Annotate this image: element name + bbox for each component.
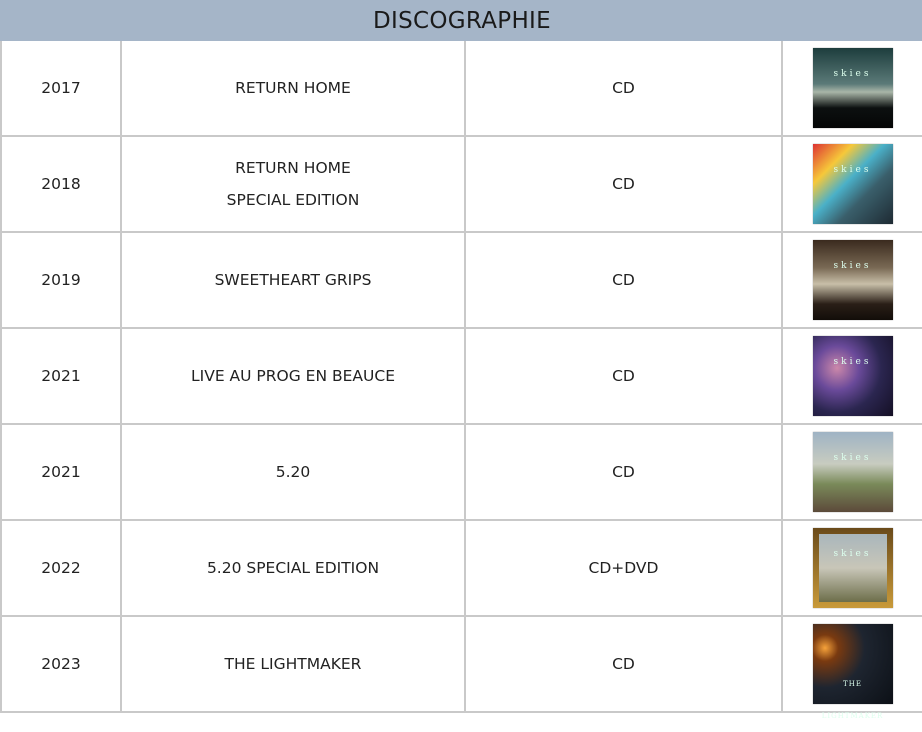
cover-text: skies: [833, 357, 872, 367]
album-cover-image[interactable]: skies: [812, 528, 893, 608]
album-title-cell: 5.20: [120, 423, 466, 521]
cover-cell: skies: [780, 327, 922, 425]
year-cell: 2021: [0, 327, 122, 425]
album-title-line: THE LIGHTMAKER: [224, 655, 362, 673]
album-title-line: SPECIAL EDITION: [226, 191, 360, 209]
album-title-cell: LIVE AU PROG EN BEAUCE: [120, 327, 466, 425]
year-cell: 2022: [0, 519, 122, 617]
cover-text: skies: [833, 549, 872, 559]
cover-text: THE LIGHTMAKER: [821, 680, 884, 720]
album-title-cell: THE LIGHTMAKER: [120, 615, 466, 713]
album-cover-image[interactable]: skies: [812, 240, 893, 320]
album-title-cell: SWEETHEART GRIPS: [120, 231, 466, 329]
cover-cell: skies: [780, 231, 922, 329]
table-row: 2018 RETURN HOME SPECIAL EDITION CD skies: [0, 135, 922, 233]
album-title-cell: 5.20 SPECIAL EDITION: [120, 519, 466, 617]
album-cover-image[interactable]: skies: [812, 144, 893, 224]
table-row: 2019 SWEETHEART GRIPS CD skies: [0, 231, 922, 329]
cover-text: skies: [833, 165, 872, 175]
year-cell: 2021: [0, 423, 122, 521]
album-title-line: 5.20 SPECIAL EDITION: [206, 559, 380, 577]
album-title-cell: RETURN HOME SPECIAL EDITION: [120, 135, 466, 233]
album-cover-image[interactable]: skies: [812, 48, 893, 128]
cover-cell: skies: [780, 519, 922, 617]
table-row: 2023 THE LIGHTMAKER CD THE LIGHTMAKER: [0, 615, 922, 720]
format-cell: CD+DVD: [464, 519, 783, 617]
cover-text: skies: [833, 69, 872, 79]
table-title: DISCOGRAPHIE: [0, 0, 922, 41]
format-cell: CD: [464, 231, 783, 329]
year-cell: 2018: [0, 135, 122, 233]
year-cell: 2017: [0, 39, 122, 137]
album-cover-image[interactable]: THE LIGHTMAKER: [812, 624, 893, 720]
cover-cell: skies: [780, 39, 922, 137]
cover-cell: THE LIGHTMAKER: [780, 615, 922, 720]
album-title-line: RETURN HOME: [235, 159, 351, 177]
table-row: 2021 5.20 CD skies: [0, 423, 922, 521]
table-row: 2017 RETURN HOME CD skies: [0, 39, 922, 137]
format-cell: CD: [464, 39, 783, 137]
year-cell: 2019: [0, 231, 122, 329]
table-row: 2021 LIVE AU PROG EN BEAUCE CD skies: [0, 327, 922, 425]
format-cell: CD: [464, 423, 783, 521]
album-cover-image[interactable]: skies: [812, 336, 893, 416]
table-row: 2022 5.20 SPECIAL EDITION CD+DVD skies: [0, 519, 922, 617]
format-cell: CD: [464, 135, 783, 233]
album-title-line: RETURN HOME: [235, 79, 351, 97]
cover-text: skies: [833, 453, 872, 463]
format-cell: CD: [464, 615, 783, 713]
format-cell: CD: [464, 327, 783, 425]
album-title-line: LIVE AU PROG EN BEAUCE: [191, 367, 395, 385]
cover-cell: skies: [780, 423, 922, 521]
cover-text: skies: [833, 261, 872, 271]
year-cell: 2023: [0, 615, 122, 713]
album-title-cell: RETURN HOME: [120, 39, 466, 137]
cover-cell: skies: [780, 135, 922, 233]
album-title-line: SWEETHEART GRIPS: [214, 271, 372, 289]
album-cover-image[interactable]: skies: [812, 432, 893, 512]
album-title-line: 5.20: [275, 463, 311, 481]
